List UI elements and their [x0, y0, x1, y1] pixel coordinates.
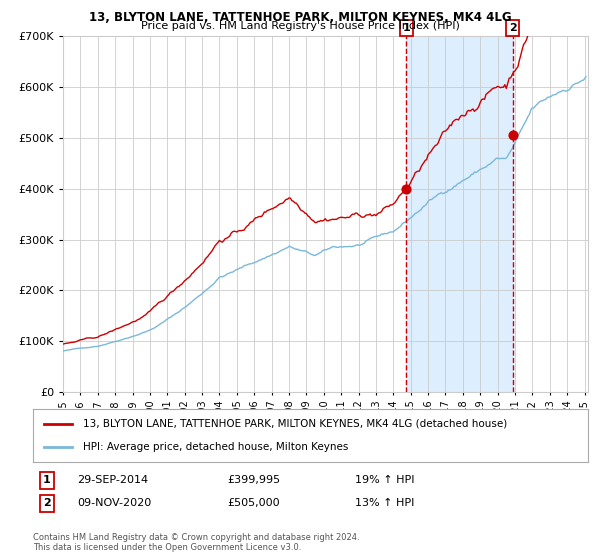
Text: 13, BLYTON LANE, TATTENHOE PARK, MILTON KEYNES, MK4 4LG (detached house): 13, BLYTON LANE, TATTENHOE PARK, MILTON … — [83, 419, 507, 429]
Text: 19% ↑ HPI: 19% ↑ HPI — [355, 475, 415, 486]
Text: 13% ↑ HPI: 13% ↑ HPI — [355, 498, 414, 508]
Text: 1: 1 — [43, 475, 51, 486]
Bar — [406, 36, 512, 392]
Point — [401, 184, 411, 193]
Text: 2: 2 — [509, 23, 517, 33]
Point — [508, 131, 517, 140]
Text: £505,000: £505,000 — [227, 498, 280, 508]
Text: Price paid vs. HM Land Registry's House Price Index (HPI): Price paid vs. HM Land Registry's House … — [140, 21, 460, 31]
Text: 09-NOV-2020: 09-NOV-2020 — [77, 498, 152, 508]
Text: 29-SEP-2014: 29-SEP-2014 — [77, 475, 149, 486]
Text: HPI: Average price, detached house, Milton Keynes: HPI: Average price, detached house, Milt… — [83, 442, 349, 452]
Text: 2: 2 — [43, 498, 51, 508]
Text: This data is licensed under the Open Government Licence v3.0.: This data is licensed under the Open Gov… — [33, 543, 301, 552]
Text: £399,995: £399,995 — [227, 475, 280, 486]
Text: Contains HM Land Registry data © Crown copyright and database right 2024.: Contains HM Land Registry data © Crown c… — [33, 533, 359, 542]
Text: 1: 1 — [403, 23, 410, 33]
Text: 13, BLYTON LANE, TATTENHOE PARK, MILTON KEYNES, MK4 4LG: 13, BLYTON LANE, TATTENHOE PARK, MILTON … — [89, 11, 511, 24]
